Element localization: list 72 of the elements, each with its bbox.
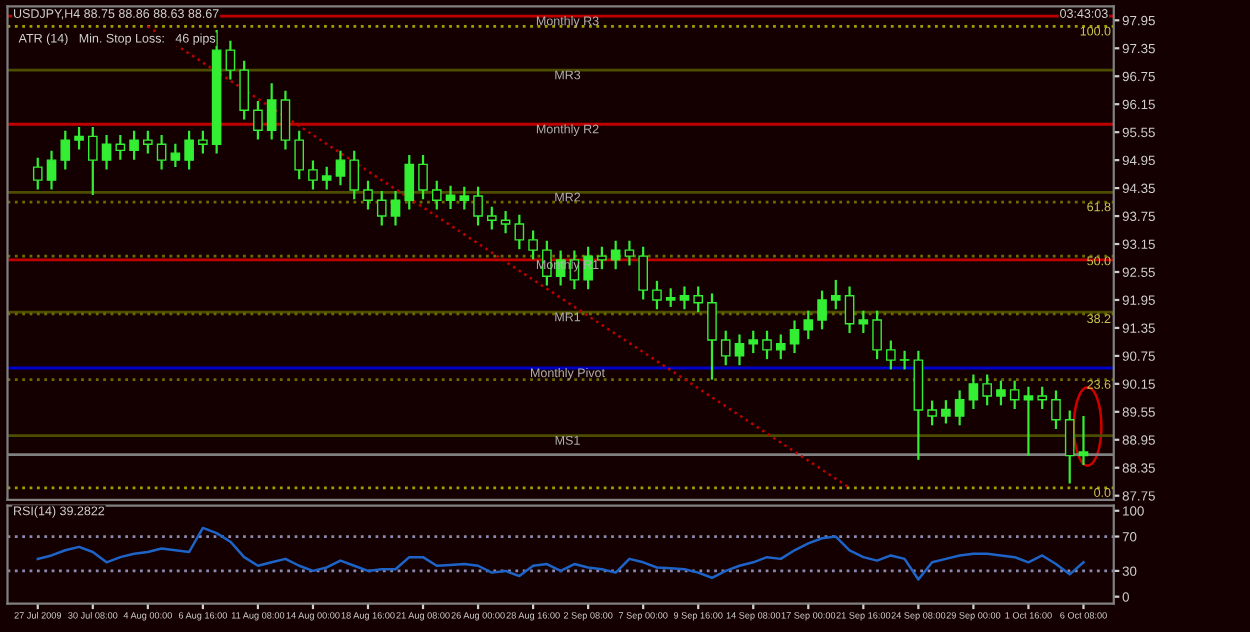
candlestick [817,289,827,331]
candlestick [789,319,800,355]
candlestick [610,239,621,271]
candlestick [335,149,346,187]
candlestick [87,125,98,197]
candlestick [101,133,112,171]
candlestick [748,329,759,355]
candlestick [418,153,428,201]
candlestick [115,133,126,161]
candlestick [1009,379,1020,411]
candlestick [473,185,483,227]
candlestick [720,329,731,367]
candlestick [803,309,814,341]
candlestick [899,349,910,371]
candlestick [170,142,181,169]
candlestick [500,209,511,235]
candlestick [762,329,772,361]
candlestick [886,339,896,371]
candlestick [982,373,992,407]
candlestick [46,149,57,191]
candlestick [734,333,745,367]
candlestick [775,333,786,361]
candlestick [638,245,649,301]
candlestick [376,189,387,227]
candlestick [349,149,360,201]
candlestick [996,379,1006,407]
candlestick [280,89,291,151]
candlestick [528,229,538,261]
candlestick [390,189,401,227]
candlestick [693,285,704,314]
candlestick [652,279,662,311]
candlestick [60,129,71,171]
candlestick [363,179,373,211]
candlestick [707,292,717,381]
candlestick [514,213,525,251]
candlestick [321,165,332,191]
candlestick [143,129,153,155]
candlestick [266,82,277,141]
candlestick [308,159,318,191]
candlestick [968,373,979,411]
candlestick [927,399,937,427]
candlestick [294,129,305,181]
candlestick [239,59,249,121]
candlestick [198,129,208,155]
candlestick [459,185,470,211]
candlestick [32,156,43,191]
candlestick [624,239,635,267]
candlestick [858,309,869,335]
candlestick [225,39,236,81]
candlestick [954,389,965,427]
candlestick [1064,409,1075,485]
candlestick [1023,385,1034,457]
candlestick [1051,389,1061,431]
candlestick [1037,385,1048,411]
candlestick [184,129,194,171]
candlestick [431,179,442,211]
candlestick [665,287,676,309]
candlestick [597,245,607,271]
line-series [36,526,1085,581]
candlestick [1078,414,1089,467]
candlestick [872,309,882,361]
candlestick [844,285,855,335]
candlestick [129,129,139,161]
candlestick [74,125,84,151]
candlestick [941,399,951,425]
candlestick [156,133,167,171]
candlestick [679,285,690,311]
candlestick [830,278,841,311]
candlestick [253,99,263,141]
candlestick [445,184,456,211]
candlestick [487,205,497,231]
candlestick [404,153,415,211]
